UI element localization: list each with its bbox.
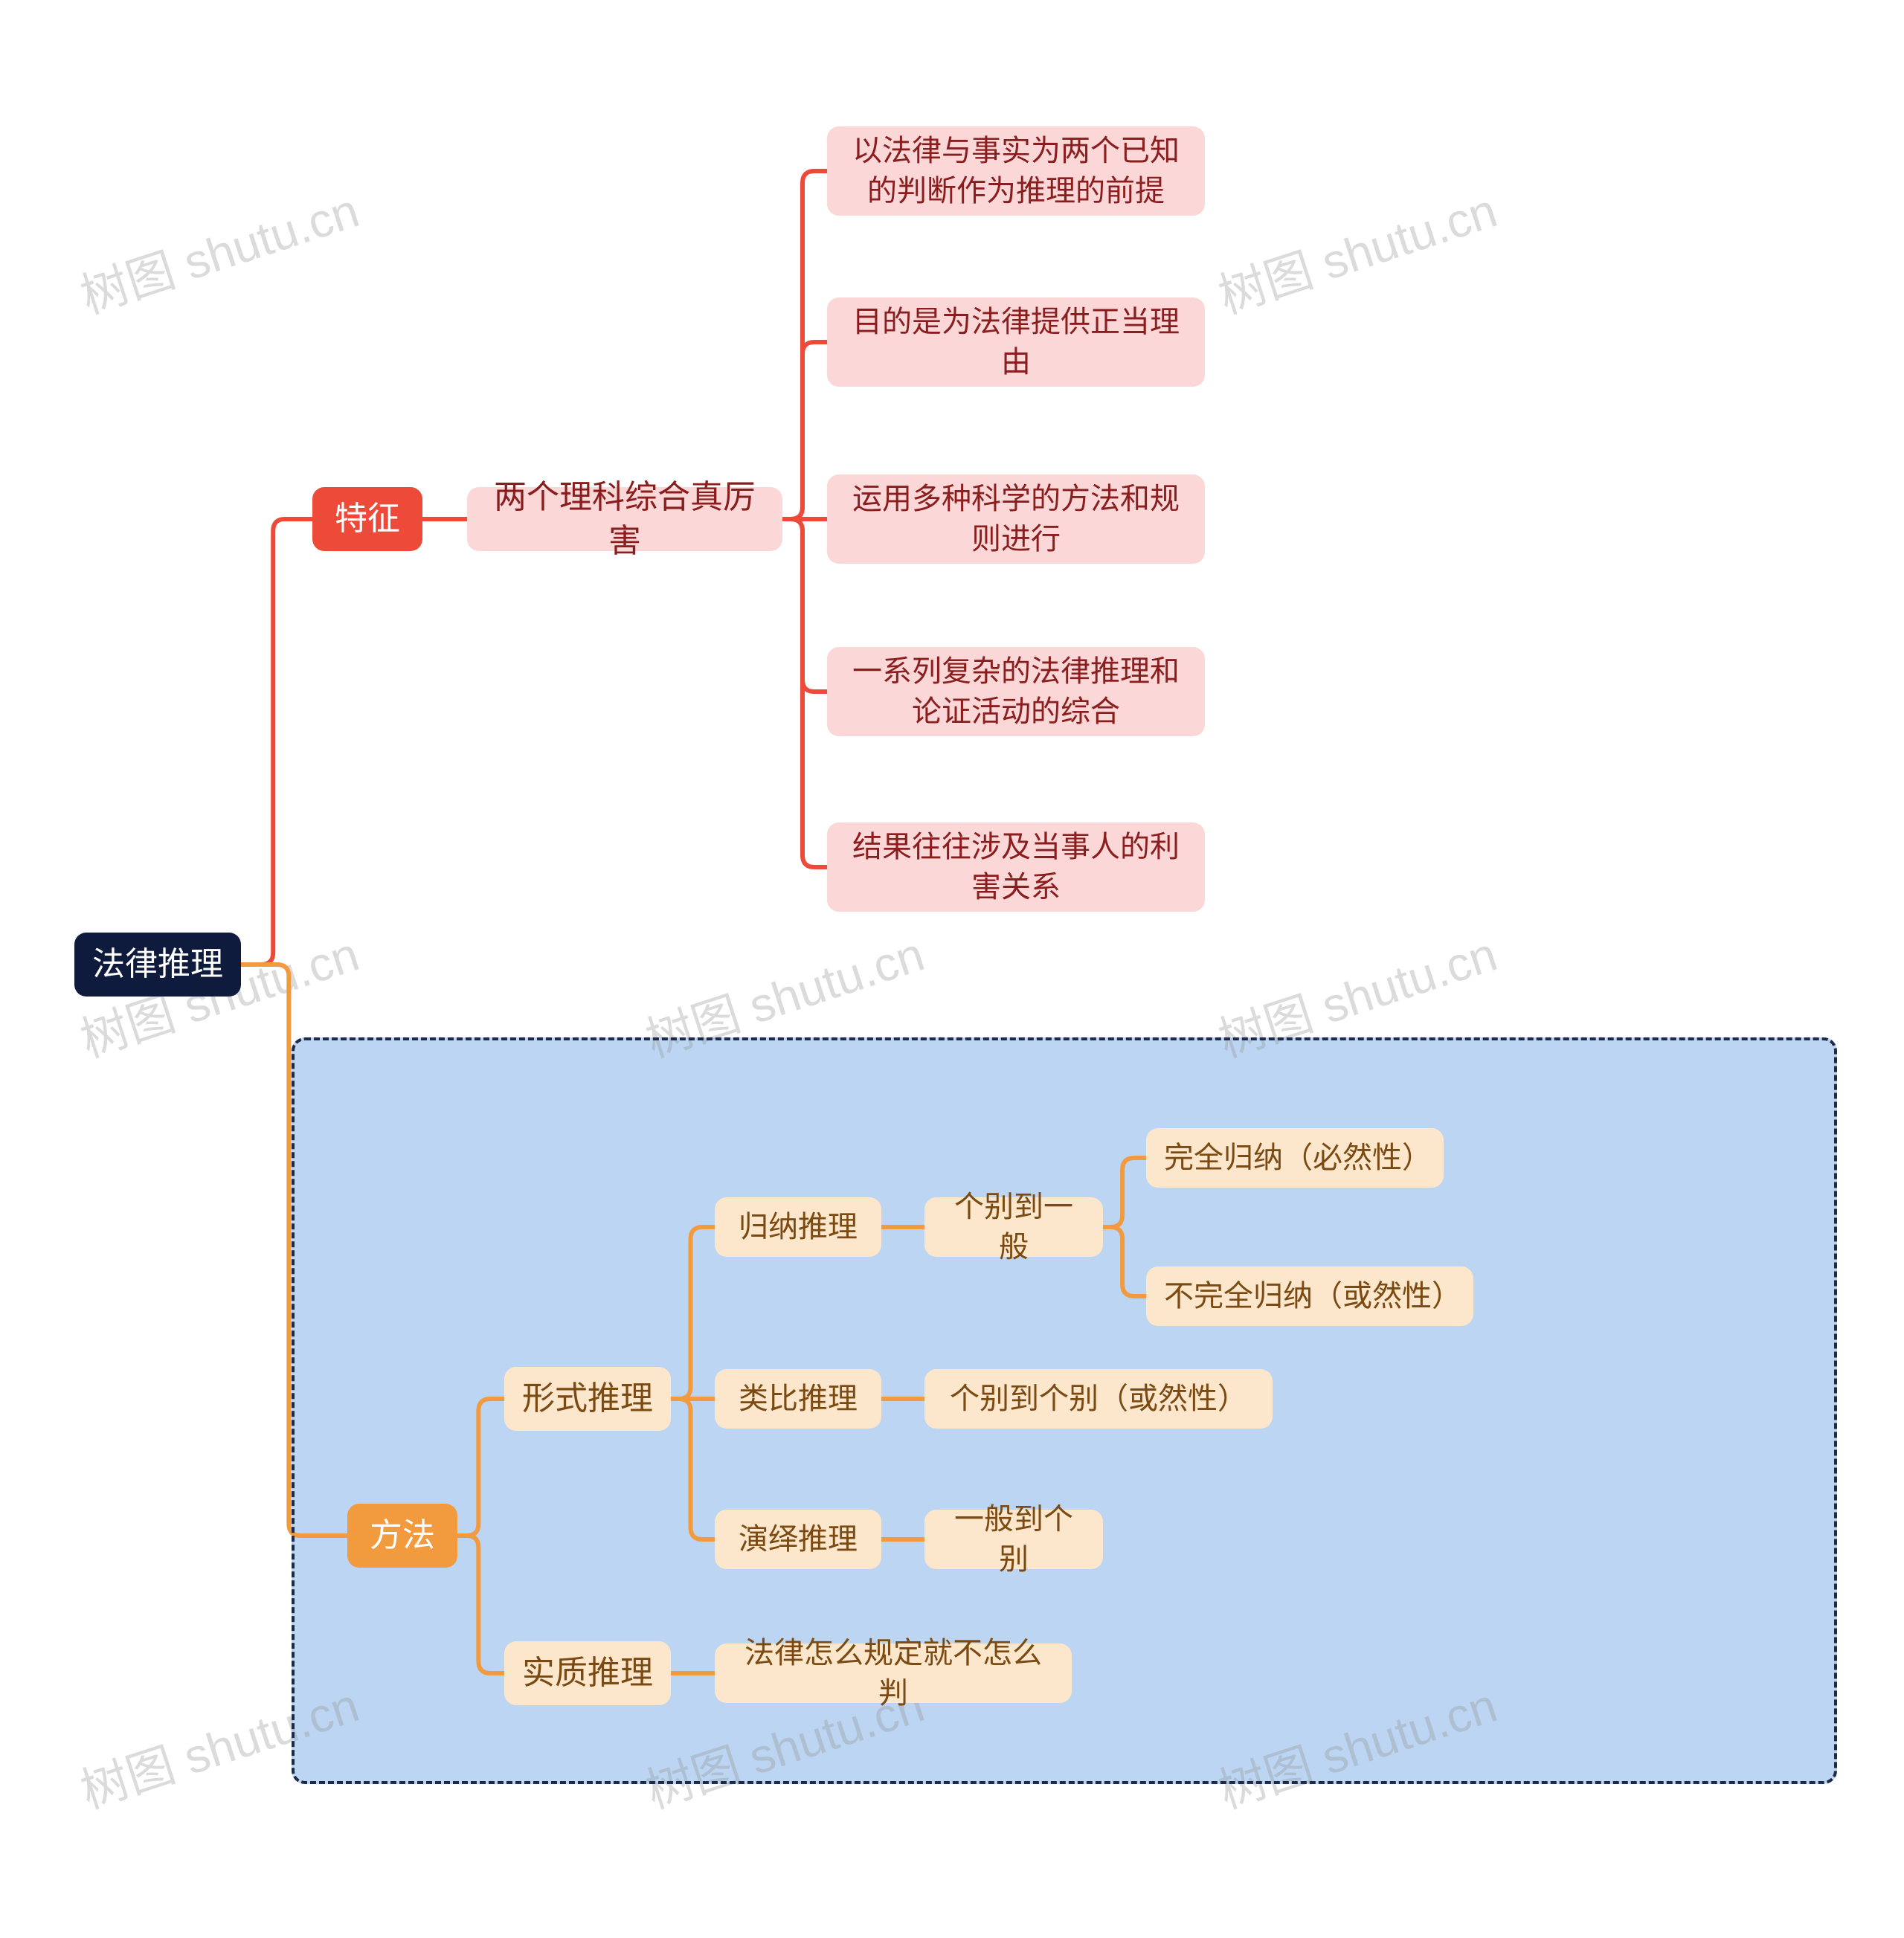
node-features[interactable]: 特征 [312, 487, 422, 551]
node-formal[interactable]: 形式推理 [504, 1367, 671, 1431]
node-indiv-general[interactable]: 个别到一般 [924, 1197, 1103, 1257]
node-substantive-desc[interactable]: 法律怎么规定就不怎么判 [715, 1644, 1072, 1703]
node-feature-1[interactable]: 以法律与事实为两个已知的判断作为推理的前提 [827, 126, 1205, 216]
node-feature-5[interactable]: 结果往往涉及当事人的利害关系 [827, 822, 1205, 912]
node-features-sub[interactable]: 两个理科综合真厉害 [467, 487, 782, 551]
node-incomplete-ind[interactable]: 不完全归纳（或然性） [1146, 1266, 1473, 1326]
watermark: 树图 shutu.cn [1209, 173, 1504, 326]
node-feature-2[interactable]: 目的是为法律提供正当理由 [827, 297, 1205, 387]
node-methods[interactable]: 方法 [347, 1504, 457, 1568]
node-root[interactable]: 法律推理 [74, 933, 241, 997]
node-feature-3[interactable]: 运用多种科学的方法和规则进行 [827, 474, 1205, 564]
node-analogical[interactable]: 类比推理 [715, 1369, 881, 1429]
node-feature-4[interactable]: 一系列复杂的法律推理和论证活动的综合 [827, 647, 1205, 736]
node-inductive[interactable]: 归纳推理 [715, 1197, 881, 1257]
watermark: 树图 shutu.cn [71, 173, 366, 326]
node-indiv-indiv[interactable]: 个别到个别（或然性） [924, 1369, 1273, 1429]
node-general-indiv[interactable]: 一般到个别 [924, 1510, 1103, 1569]
node-deductive[interactable]: 演绎推理 [715, 1510, 881, 1569]
node-complete-ind[interactable]: 完全归纳（必然性） [1146, 1128, 1444, 1188]
node-substantive[interactable]: 实质推理 [504, 1641, 671, 1705]
